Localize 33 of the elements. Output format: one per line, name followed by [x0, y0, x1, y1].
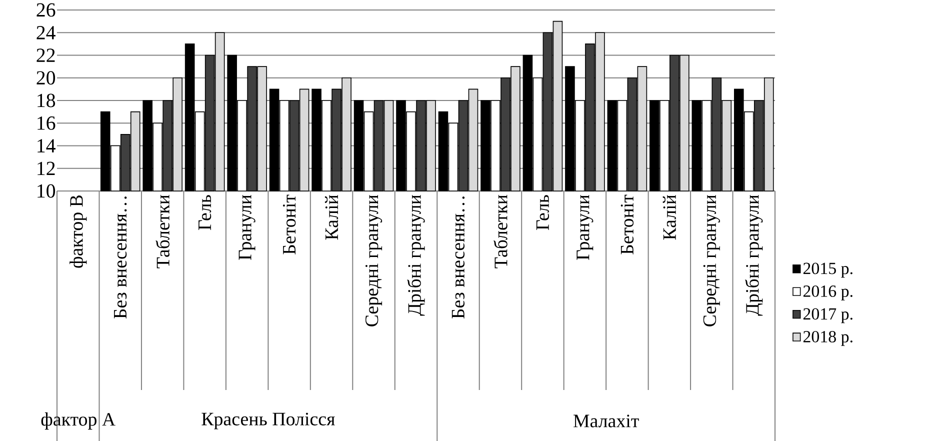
x-tick-label: Калій — [662, 194, 676, 240]
text: Красень Полісся — [202, 412, 335, 430]
y-tick-label: 14 — [38, 139, 56, 152]
x-tick-label: Калій — [324, 194, 338, 240]
legend-label: 2016 р. — [803, 285, 852, 300]
y-tick-label: 10 — [38, 184, 56, 198]
legend-label: 2018 р. — [803, 330, 852, 346]
x-tick-label: Без внесення… — [114, 196, 127, 319]
y-tick-label: 20 — [36, 71, 56, 85]
x-tick-label: Середні гранули — [365, 194, 382, 326]
text: фактор А — [41, 412, 116, 430]
y-tick-label: 24 — [36, 26, 56, 40]
x-tick-label: Таблетки — [156, 194, 170, 268]
x-tick-label: фактор В — [70, 195, 87, 268]
legend-label: 2017 р. — [803, 308, 852, 324]
y-tick-label: 26 — [36, 3, 56, 17]
x-tick-label: Таблетки — [494, 194, 508, 268]
x-tick-label: Дрібні гранули — [745, 194, 763, 316]
x-tick-label: Гель — [198, 195, 212, 230]
y-tick-label: 18 — [38, 94, 56, 108]
x-tick-label: Дрібні гранули — [407, 194, 425, 316]
x-tick-label: Гель — [536, 195, 550, 230]
text: Малахіт — [573, 414, 639, 428]
y-tick-label: 22 — [36, 48, 55, 62]
y-tick-label: 12 — [38, 162, 55, 175]
legend-label: 2015 р. — [803, 262, 852, 278]
y-tick-label: 16 — [38, 116, 56, 130]
x-tick-label: Бетоніт — [282, 194, 296, 254]
x-tick-label: Гранули — [576, 194, 594, 260]
x-tick-label: Середні гранули — [703, 194, 720, 326]
x-tick-label: Без внесення… — [452, 196, 465, 319]
x-tick-label: Бетоніт — [620, 194, 634, 254]
x-tick-label: Гранули — [238, 194, 256, 260]
